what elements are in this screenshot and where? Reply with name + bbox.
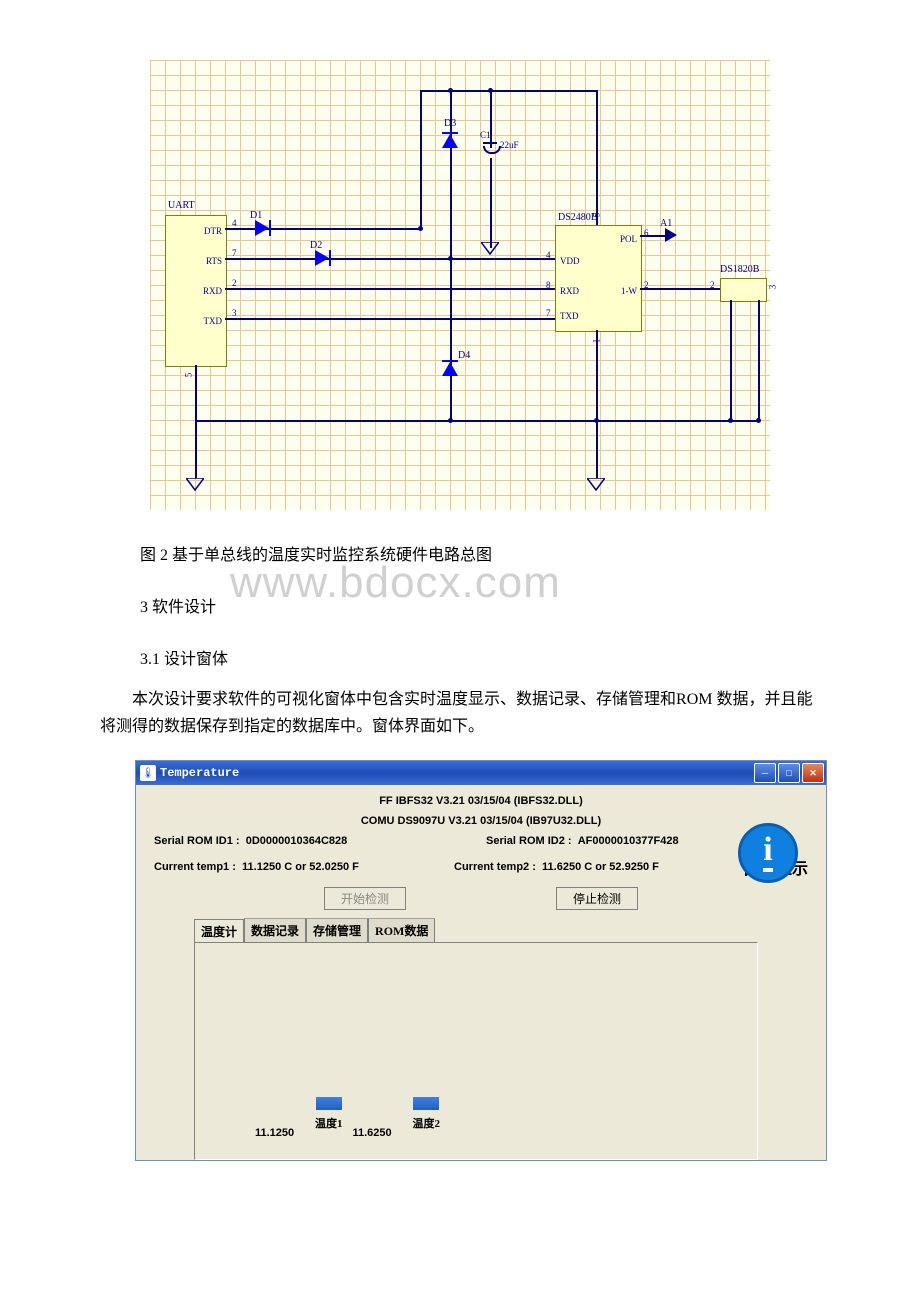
diode-a1 [665, 228, 677, 242]
diode-d1 [255, 220, 269, 236]
d3-label: D3 [444, 118, 456, 129]
temperature-app-window: 🌡 Temperature ─ □ ✕ i FF IBFS32 V3.21 03… [135, 760, 827, 1161]
tab-data-record[interactable]: 数据记录 [244, 918, 306, 942]
ground-icon [587, 478, 605, 492]
pin-num: 5 [183, 373, 193, 378]
bar1-value: 11.1250 [255, 1127, 294, 1139]
dll-info-1: FF IBFS32 V3.21 03/15/04 (IBFS32.DLL) [154, 795, 808, 807]
c1-val: 22uF [500, 140, 519, 150]
paragraph: 本次设计要求软件的可视化窗体中包含实时温度显示、数据记录、存储管理和ROM 数据… [100, 686, 820, 740]
pin-vdd: VDD [560, 256, 580, 266]
circuit-schematic: DTR RTS RXD TXD UART 4 7 2 3 POL VDD RXD… [150, 60, 770, 510]
bar2-value: 11.6250 [353, 1127, 392, 1139]
subsection-heading: 3.1 设计窗体 [140, 644, 820, 676]
tab-storage[interactable]: 存储管理 [306, 918, 368, 942]
app-icon: 🌡 [140, 765, 156, 781]
c1-label: C1 [480, 130, 491, 140]
current-temp-2: Current temp2 : 11.6250 C or 52.9250 F [444, 861, 744, 873]
diode-d2 [315, 250, 329, 266]
close-button[interactable]: ✕ [802, 763, 824, 783]
ds2480b-chip: POL VDD RXD TXD 1-W [555, 225, 642, 332]
pin-num: 2 [232, 278, 237, 288]
tab-container: 温度计 数据记录 存储管理 ROM数据 11.1250 温度1 11.6250 [194, 918, 758, 1160]
uart-chip: DTR RTS RXD TXD [165, 215, 227, 367]
maximize-button[interactable]: □ [778, 763, 800, 783]
diode-d3 [442, 134, 458, 148]
pin-txd: TXD [204, 316, 223, 326]
ground-icon [186, 478, 204, 492]
pin-num: 3 [767, 285, 777, 290]
uart-label: UART [168, 200, 195, 211]
temperature-bar-chart: 11.1250 温度1 11.6250 温度2 [215, 963, 737, 1131]
pin-txd2: TXD [560, 311, 579, 321]
bar2-label: 温度2 [413, 1115, 441, 1131]
dll-info-2: COMU DS9097U V3.21 03/15/04 (IB97U32.DLL… [154, 815, 808, 827]
stop-detect-button[interactable]: 停止检测 [556, 887, 638, 910]
window-title: Temperature [160, 766, 754, 780]
pin-num: 3 [232, 308, 237, 318]
current-temp-1: Current temp1 : 11.1250 C or 52.0250 F [154, 861, 444, 873]
bar1-label: 温度1 [315, 1115, 343, 1131]
ds1820b-chip [720, 278, 767, 302]
rom-id-1: Serial ROM ID1 : 0D0000010364C828 [154, 835, 476, 847]
diode-d4 [442, 362, 458, 376]
info-icon[interactable]: i [738, 823, 798, 883]
pin-num: 4 [232, 218, 237, 228]
bar-temp-1 [316, 1097, 342, 1110]
d4-label: D4 [458, 350, 470, 361]
pin-dtr: DTR [204, 226, 222, 236]
pin-num: 7 [546, 308, 551, 318]
titlebar: 🌡 Temperature ─ □ ✕ [136, 761, 826, 785]
tab-thermometer[interactable]: 温度计 [194, 919, 244, 943]
pin-rts: RTS [206, 256, 222, 266]
ds1820b-label: DS1820B [720, 264, 759, 275]
pin-num: 7 [232, 248, 237, 258]
figure-caption: 图 2 基于单总线的温度实时监控系统硬件电路总图 [140, 540, 820, 572]
pin-rxd2: RXD [560, 286, 579, 296]
pin-rxd: RXD [203, 286, 222, 296]
ground-icon [481, 242, 499, 256]
tab-rom-data[interactable]: ROM数据 [368, 918, 435, 942]
minimize-button[interactable]: ─ [754, 763, 776, 783]
bar-temp-2 [413, 1097, 439, 1110]
section-heading: 3 软件设计 [140, 592, 820, 624]
pin-pol: POL [620, 234, 637, 244]
capacitor-c1 [483, 142, 501, 154]
pin-1w: 1-W [621, 286, 637, 296]
tab-panel-thermometer: 11.1250 温度1 11.6250 温度2 [194, 942, 758, 1160]
start-detect-button[interactable]: 开始检测 [324, 887, 406, 910]
